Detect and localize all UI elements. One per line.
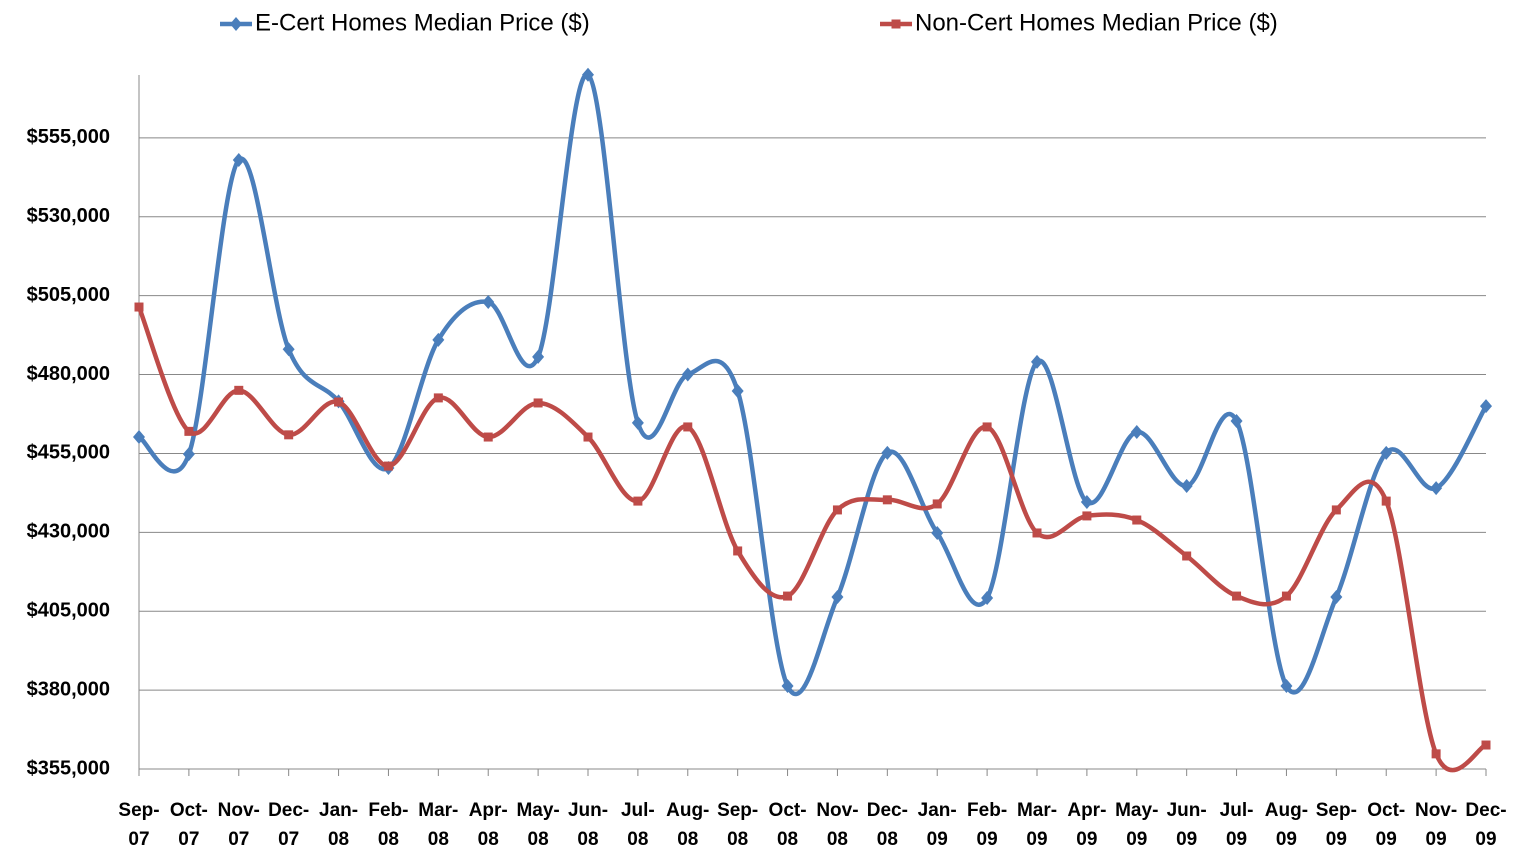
- y-tick-label: $555,000: [27, 126, 110, 148]
- data-point: [282, 342, 295, 357]
- data-point: [383, 461, 393, 471]
- x-tick-label: Jan-08: [319, 800, 359, 850]
- x-tick-label: Jul-08: [620, 800, 655, 850]
- data-point: [184, 426, 194, 436]
- x-tick-label: Mar-08: [418, 800, 459, 850]
- data-point: [483, 432, 493, 442]
- data-point: [432, 332, 445, 347]
- data-point: [1431, 749, 1441, 759]
- data-point: [284, 430, 294, 440]
- y-tick-label: $355,000: [27, 757, 110, 779]
- x-tick-label: Oct-09: [1367, 800, 1406, 850]
- data-point: [882, 495, 892, 505]
- series-line: [137, 72, 1488, 697]
- data-point: [1230, 413, 1243, 428]
- data-point: [334, 397, 344, 407]
- data-point: [1130, 424, 1143, 439]
- data-point: [783, 591, 793, 601]
- legend-label: E-Cert Homes Median Price ($): [255, 9, 590, 36]
- data-point: [1032, 528, 1042, 538]
- x-tick-label: Oct-08: [768, 800, 807, 850]
- data-point: [1080, 495, 1093, 510]
- data-point: [733, 546, 743, 556]
- x-tick-label: Mar-09: [1016, 800, 1058, 850]
- data-point: [133, 430, 145, 445]
- data-point: [631, 415, 644, 430]
- x-tick-label: Sep-07: [118, 800, 160, 850]
- legend-label: Non-Cert Homes Median Price ($): [915, 9, 1278, 36]
- data-point: [1180, 478, 1193, 493]
- x-tick-label: Jun-08: [567, 800, 609, 850]
- data-point: [932, 499, 942, 509]
- y-tick-label: $455,000: [27, 442, 110, 464]
- x-tick-label: Jul-09: [1219, 800, 1254, 850]
- data-point: [1481, 740, 1491, 750]
- x-tick-label: Dec-07: [268, 800, 310, 850]
- y-tick-label: $480,000: [27, 363, 110, 385]
- data-point: [731, 383, 744, 398]
- x-tick-label: Oct-07: [169, 800, 208, 850]
- data-point: [1330, 590, 1343, 605]
- data-point: [981, 590, 994, 605]
- data-point: [1232, 591, 1242, 601]
- x-tick-label: May-09: [1115, 800, 1159, 850]
- x-tick-label: Nov-07: [217, 800, 260, 850]
- data-point: [1182, 551, 1192, 561]
- series-line: [136, 306, 1488, 773]
- x-tick-label: Aug-08: [666, 800, 710, 850]
- x-tick-label: Feb-09: [967, 800, 1008, 850]
- legend-marker: [891, 19, 901, 29]
- data-point: [482, 294, 495, 309]
- y-tick-label: $430,000: [27, 521, 110, 543]
- data-point: [831, 590, 844, 605]
- data-point: [1381, 496, 1391, 506]
- data-point: [1132, 515, 1142, 525]
- data-point: [234, 385, 244, 395]
- data-point: [582, 67, 594, 82]
- data-point: [681, 367, 694, 382]
- data-point: [1082, 511, 1092, 521]
- x-tick-label: Sep-08: [717, 800, 759, 850]
- data-point: [683, 422, 693, 432]
- x-tick-label: Dec-08: [866, 800, 908, 850]
- x-tick-label: Feb-08: [368, 800, 409, 850]
- data-point: [832, 505, 842, 515]
- data-point: [1281, 591, 1291, 601]
- data-point: [633, 496, 643, 506]
- data-point: [533, 398, 543, 408]
- y-tick-label: $380,000: [27, 678, 110, 700]
- data-point: [982, 422, 992, 432]
- data-point: [781, 679, 794, 694]
- x-tick-label: Jan-09: [917, 800, 957, 850]
- data-point: [881, 445, 894, 460]
- x-tick-label: Nov-08: [816, 800, 859, 850]
- x-tick-label: Jun-09: [1166, 800, 1207, 850]
- data-point: [433, 393, 443, 403]
- data-point: [1430, 481, 1443, 496]
- legend-marker: [230, 17, 242, 31]
- data-point: [1331, 505, 1341, 515]
- data-point: [182, 447, 195, 462]
- data-point: [931, 525, 944, 540]
- x-tick-label: Apr-08: [468, 800, 508, 850]
- data-point: [532, 349, 545, 364]
- y-tick-label: $530,000: [27, 205, 110, 227]
- x-tick-label: May-08: [516, 800, 560, 850]
- data-point: [134, 302, 144, 312]
- data-point: [1380, 445, 1393, 460]
- data-point: [1280, 679, 1293, 694]
- x-tick-label: Nov-09: [1414, 800, 1458, 850]
- data-point: [232, 152, 245, 167]
- y-tick-label: $405,000: [27, 600, 110, 622]
- x-tick-label: Aug-09: [1264, 800, 1309, 850]
- data-point: [583, 432, 593, 442]
- x-tick-label: Dec-09: [1465, 800, 1507, 850]
- x-tick-label: Sep-09: [1315, 800, 1357, 850]
- data-point: [1480, 399, 1492, 414]
- y-tick-label: $505,000: [27, 284, 110, 306]
- data-point: [1031, 354, 1043, 369]
- x-tick-label: Apr-09: [1067, 800, 1107, 850]
